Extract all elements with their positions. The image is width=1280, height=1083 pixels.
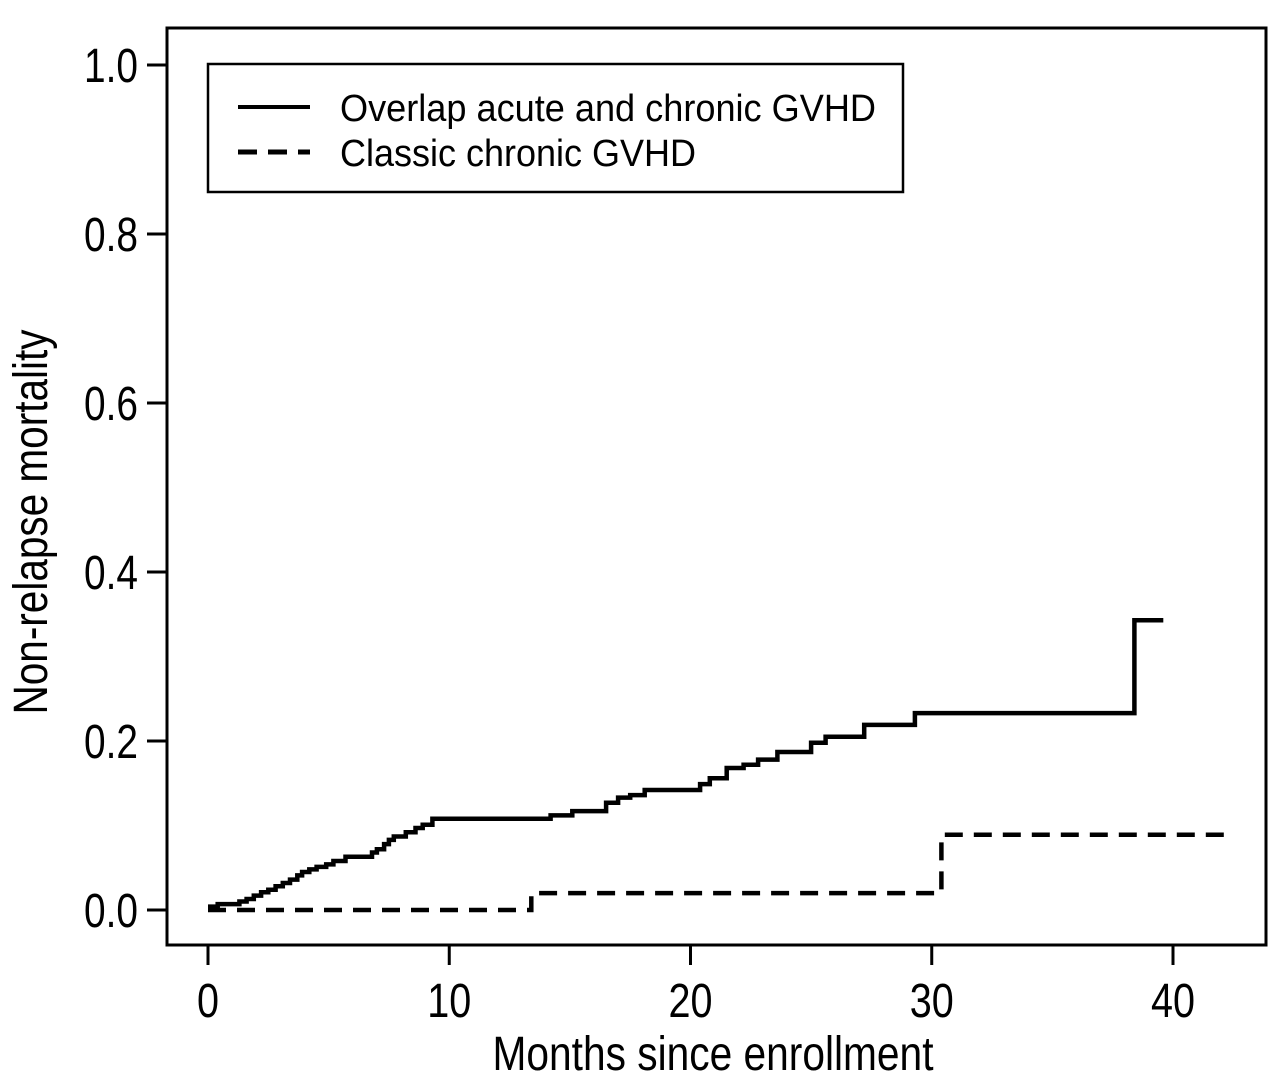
plot-frame: [165, 26, 1268, 947]
x-tick-label: 30: [910, 975, 954, 1028]
x-tick-label: 0: [197, 975, 219, 1028]
data-curves: [208, 617, 1227, 913]
y-tick-label: 0.4: [84, 547, 138, 600]
y-tick-label: 1.0: [84, 40, 138, 93]
y-tick-label: 0.0: [84, 885, 138, 938]
y-axis-title: Non-relapse mortality: [5, 330, 58, 715]
x-tick-label: 20: [669, 975, 713, 1028]
y-tick-label: 0.2: [84, 716, 138, 769]
x-axis-title: Months since enrollment: [493, 1028, 934, 1081]
legend-label: Classic chronic GVHD: [340, 133, 696, 175]
y-axis-ticks: 0.0 0.2 0.4 0.6 0.8 1.0: [84, 40, 167, 938]
legend-border: [206, 62, 905, 194]
x-tick-label: 40: [1151, 975, 1195, 1028]
legend-label: Overlap acute and chronic GVHD: [340, 88, 876, 130]
y-tick-label: 0.6: [84, 378, 138, 431]
curve-classic-chronic-gvhd: [208, 832, 1227, 913]
curve-overlap-acute-chronic-gvhd: [208, 617, 1164, 909]
x-tick-label: 10: [427, 975, 471, 1028]
y-tick-label: 0.8: [84, 209, 138, 262]
x-axis-ticks: 0 10 20 30 40: [197, 945, 1195, 1028]
